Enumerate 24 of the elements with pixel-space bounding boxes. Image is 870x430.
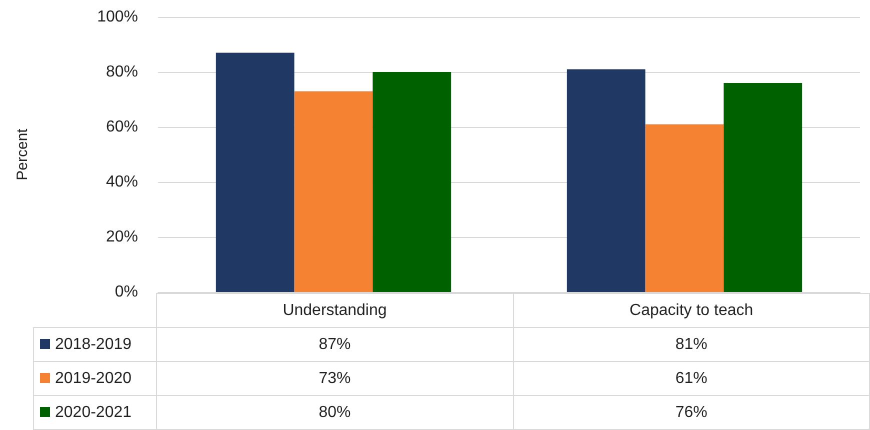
data-label: 61% (513, 362, 870, 396)
x-tick-label: Understanding (156, 294, 514, 328)
y-tick-label: 0% (114, 284, 138, 300)
y-tick-label: 40% (106, 174, 138, 190)
data-label: 87% (156, 328, 514, 362)
legend-label: 2018-2019 (34, 328, 156, 362)
data-label: 76% (513, 396, 870, 430)
legend-label: 2020-2021 (34, 396, 156, 430)
bar (645, 124, 724, 292)
bar (566, 69, 646, 292)
data-label: 81% (513, 328, 870, 362)
data-label: 73% (156, 362, 514, 396)
bar (724, 83, 802, 292)
bar (372, 72, 452, 292)
y-tick-label: 100% (97, 8, 138, 26)
y-tick-label: 80% (106, 64, 138, 80)
legend-label: 2019-2020 (34, 362, 156, 396)
y-tick-label: 20% (106, 228, 138, 246)
y-axis-title: Percent (14, 128, 31, 180)
x-tick-label: Capacity to teach (513, 294, 870, 328)
y-tick-label: 60% (106, 118, 138, 136)
data-label: 80% (156, 396, 514, 430)
bar (294, 91, 373, 292)
bar (216, 52, 294, 292)
